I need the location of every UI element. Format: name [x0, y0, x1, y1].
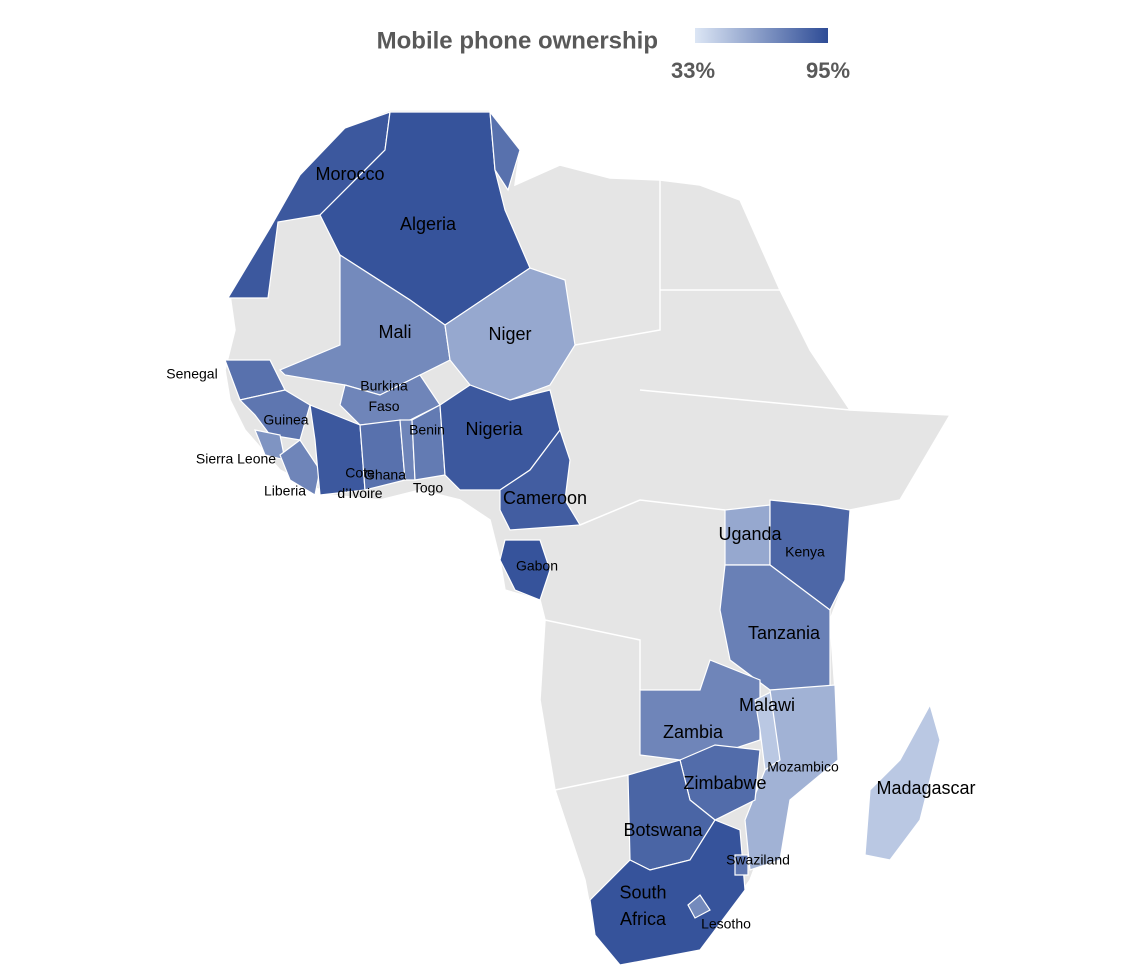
country-label: Uganda [718, 524, 782, 544]
borders [544, 180, 851, 791]
country-label: Algeria [400, 214, 457, 234]
country-label: Guinea [263, 412, 308, 428]
country-label: Madagascar [876, 778, 975, 798]
country-label: Togo [413, 480, 444, 496]
country-label: Botswana [623, 820, 703, 840]
country [589, 819, 746, 966]
color-scale [695, 28, 828, 43]
country-label: Gabon [516, 558, 558, 574]
country [499, 428, 582, 531]
country-label: Faso [368, 398, 399, 414]
country-label: d’Ivoire [337, 485, 382, 501]
country [864, 703, 941, 861]
country-label: Cote [345, 465, 375, 481]
scale-max-label: 95% [806, 58, 850, 83]
country-label: Kenya [785, 544, 825, 560]
country-label: South [619, 883, 666, 903]
country [489, 110, 521, 192]
country-label: Niger [488, 324, 531, 344]
countries [224, 110, 941, 966]
country-label: Ghana [364, 467, 406, 483]
country [279, 439, 321, 496]
country [687, 894, 711, 919]
country-labels: Morocco Algeria Mali Niger Senegal Guinea Sier… [166, 164, 975, 932]
country-label: Lesotho [701, 916, 751, 932]
legend-title: Mobile phone ownership [377, 27, 658, 54]
country-label: Benin [409, 422, 445, 438]
country-label: Zimbabwe [683, 773, 766, 793]
country-label: Sierra Leone [196, 451, 276, 467]
country-label: Mozambico [767, 759, 839, 775]
country [309, 404, 366, 496]
country-label: Mali [378, 322, 411, 342]
scale-min-label: 33% [671, 58, 715, 83]
country [499, 539, 551, 601]
country-label: Tanzania [748, 623, 821, 643]
country-label: Burkina [360, 378, 408, 394]
country-label: Malawi [739, 695, 795, 715]
country-label: Senegal [166, 366, 217, 382]
country-label: Nigeria [465, 419, 523, 439]
country [639, 659, 761, 761]
country-label: Swaziland [726, 852, 790, 868]
country-label: Morocco [315, 164, 384, 184]
country-label: Cameroon [503, 488, 587, 508]
country-label: Liberia [264, 483, 306, 499]
country-label: Africa [620, 909, 667, 929]
country [744, 684, 839, 871]
country [734, 854, 749, 876]
country-label: Zambia [663, 722, 724, 742]
country [444, 267, 576, 401]
